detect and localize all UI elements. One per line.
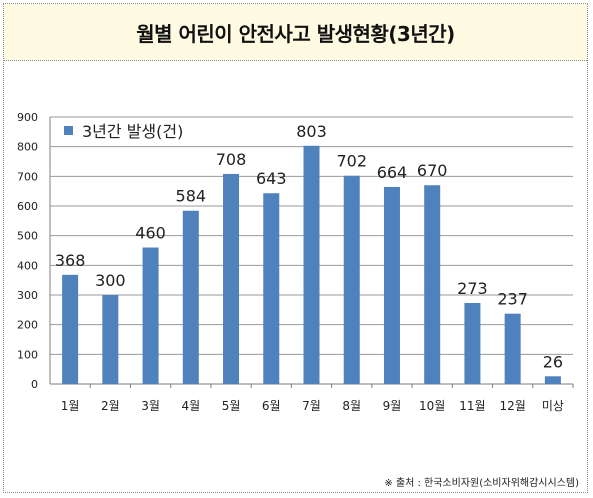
- x-tick-label: 10월: [419, 399, 445, 413]
- y-tick-label: 200: [17, 319, 38, 332]
- bar: [182, 210, 199, 384]
- bar-value-label: 708: [216, 150, 247, 169]
- x-tick-label: 4월: [181, 399, 200, 413]
- bar-value-label: 702: [336, 152, 367, 171]
- bar-value-label: 273: [457, 279, 488, 298]
- bar-value-label: 803: [296, 122, 327, 141]
- x-tick-label: 12월: [499, 399, 525, 413]
- legend-label: 3년간 발생(건): [82, 122, 183, 141]
- y-tick-label: 100: [17, 348, 38, 361]
- y-tick-label: 500: [17, 230, 38, 243]
- y-tick-label: 400: [17, 259, 38, 272]
- x-tick-label: 미상: [542, 399, 564, 413]
- y-tick-label: 700: [17, 170, 38, 183]
- x-tick-label: 8월: [342, 399, 361, 413]
- source-note: ※ 출처 : 한국소비자원(소비자위해감시시스템): [384, 478, 579, 489]
- bar-value-label: 460: [135, 224, 166, 243]
- y-tick-label: 0: [31, 378, 38, 391]
- bar: [263, 193, 280, 384]
- x-tick-label: 1월: [61, 399, 80, 413]
- chart-title: 월별 어린이 안전사고 발생현황(3년간): [136, 21, 455, 46]
- bar: [102, 295, 119, 384]
- bar: [383, 187, 400, 384]
- bar-value-label: 368: [55, 251, 86, 270]
- x-tick-label: 7월: [302, 399, 321, 413]
- legend-swatch: [64, 126, 73, 135]
- bar-value-label: 670: [417, 161, 448, 180]
- bar-chart: 0 100 200 300 400 500 600 700 800 900 368 1월 300 2월 46…: [17, 111, 574, 413]
- y-tick-label: 600: [17, 200, 38, 213]
- x-tick-label: 2월: [101, 399, 120, 413]
- bar: [223, 173, 240, 384]
- bar-value-label: 584: [176, 187, 207, 206]
- x-tick-label: 5월: [222, 399, 241, 413]
- bar: [142, 247, 159, 384]
- bar: [544, 376, 561, 384]
- x-tick-label: 3월: [141, 399, 160, 413]
- x-tick-label: 6월: [262, 399, 281, 413]
- bar: [303, 145, 320, 384]
- bar-value-label: 643: [256, 169, 287, 188]
- x-tick-label: 9월: [383, 399, 402, 413]
- bar: [62, 274, 79, 384]
- bar-value-label: 26: [543, 352, 563, 371]
- bar: [424, 185, 441, 384]
- bar: [504, 313, 521, 384]
- y-tick-label: 900: [17, 111, 38, 124]
- y-tick-label: 800: [17, 141, 38, 154]
- bar-value-label: 664: [377, 163, 408, 182]
- bar-value-label: 300: [95, 271, 126, 290]
- x-tick-label: 11월: [459, 399, 485, 413]
- chart-frame: [3, 3, 588, 493]
- title-banner: 월별 어린이 안전사고 발생현황(3년간): [4, 4, 587, 61]
- y-tick-label: 300: [17, 289, 38, 302]
- bar: [464, 303, 481, 384]
- bar: [343, 175, 360, 384]
- bar-value-label: 237: [497, 290, 528, 309]
